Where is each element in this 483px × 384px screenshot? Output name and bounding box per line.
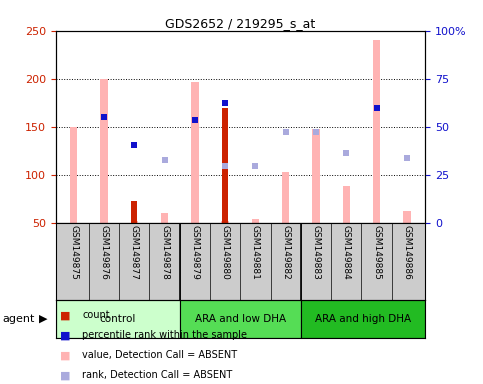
Text: GSM149875: GSM149875 [69,225,78,280]
Text: ■: ■ [60,350,71,360]
Bar [403,211,411,223]
Bar [313,129,320,223]
Text: GSM149886: GSM149886 [402,225,412,280]
Text: ■: ■ [60,330,71,340]
Text: agent: agent [2,314,35,324]
Bar [56,300,180,338]
Bar [221,221,229,223]
Bar [373,40,380,223]
Text: ARA and high DHA: ARA and high DHA [315,314,411,324]
Text: control: control [99,314,136,324]
Bar [301,300,425,338]
Text: ARA and low DHA: ARA and low DHA [195,314,286,324]
Text: GSM149880: GSM149880 [221,225,229,280]
Text: value, Detection Call = ABSENT: value, Detection Call = ABSENT [82,350,237,360]
Title: GDS2652 / 219295_s_at: GDS2652 / 219295_s_at [165,17,315,30]
Text: GSM149876: GSM149876 [99,225,109,280]
Bar [100,79,108,223]
Bar [252,219,259,223]
Text: GSM149884: GSM149884 [342,225,351,280]
Bar [131,200,137,223]
Bar [161,213,168,223]
Text: GSM149882: GSM149882 [281,225,290,280]
Text: count: count [82,310,110,320]
Text: ▶: ▶ [39,314,47,324]
Bar [130,221,138,223]
Bar [342,186,350,223]
Bar [191,82,199,223]
Text: rank, Detection Call = ABSENT: rank, Detection Call = ABSENT [82,370,232,380]
Text: GSM149883: GSM149883 [312,225,321,280]
Bar [222,108,228,223]
Bar [70,127,77,223]
Bar [180,300,301,338]
Text: ■: ■ [60,370,71,380]
Text: GSM149878: GSM149878 [160,225,169,280]
Text: GSM149877: GSM149877 [130,225,139,280]
Bar [282,172,289,223]
Text: percentile rank within the sample: percentile rank within the sample [82,330,247,340]
Text: GSM149881: GSM149881 [251,225,260,280]
Text: GSM149879: GSM149879 [190,225,199,280]
Text: GSM149885: GSM149885 [372,225,381,280]
Text: ■: ■ [60,310,71,320]
